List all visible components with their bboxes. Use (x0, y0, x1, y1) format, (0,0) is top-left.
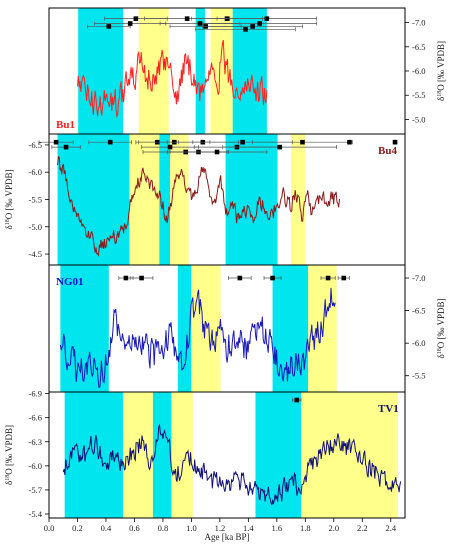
x-tick-label: 0.2 (72, 523, 83, 533)
x-tick-label: 2.2 (357, 523, 368, 533)
band-yellow (308, 265, 337, 392)
date-point (264, 16, 270, 21)
date-point (107, 139, 113, 145)
y-tick-label: -5.7 (29, 485, 42, 495)
date-point (184, 16, 190, 21)
y-axis-title: δ18O [‰ VPDB] (4, 425, 14, 485)
band-yellow (171, 392, 193, 518)
y-tick-label: -5.5 (412, 371, 425, 381)
x-tick-label: 0.6 (129, 523, 140, 533)
date-point (270, 275, 275, 281)
y-tick-label: -6.0 (412, 338, 425, 348)
date-point (277, 144, 282, 150)
x-tick-label: 1.8 (300, 523, 311, 533)
x-tick-label: 0.8 (158, 523, 169, 533)
y-tick-label: -6.5 (412, 42, 425, 52)
band-yellow (210, 8, 233, 134)
y-tick-label: -4.5 (29, 249, 42, 259)
date-point (325, 275, 331, 281)
date-point (139, 275, 144, 281)
band-cyan (159, 134, 171, 265)
core-label: TV1 (378, 403, 399, 415)
core-label: NG01 (56, 276, 84, 288)
date-point (123, 275, 129, 281)
x-tick-label: 1.0 (186, 523, 197, 533)
date-point (167, 144, 173, 150)
date-point (133, 16, 139, 21)
band-yellow (291, 134, 306, 265)
band-cyan (78, 8, 124, 134)
date-point (53, 139, 59, 145)
date-point (294, 397, 300, 403)
band-cyan (152, 392, 172, 518)
isotope-series-line (62, 424, 402, 506)
isotope-series-line (57, 155, 340, 258)
date-point (250, 24, 255, 29)
y-tick-label: -5.5 (29, 195, 42, 205)
panel-tv1: TV1 -5.4 -5.7 -6.0 -6.3 -6.6 -6.9 δ18O [‰ VPDB] (4, 389, 406, 519)
date-point (243, 27, 248, 32)
y-axis-title: δ18O [‰ VPDB] (4, 169, 14, 229)
y-tick-label: -6.0 (29, 461, 42, 471)
x-tick-label: 1.6 (272, 523, 283, 533)
y-tick-label: -6.0 (29, 167, 42, 177)
date-point (392, 139, 398, 145)
x-tick-label: 0.0 (44, 523, 55, 533)
y-tick-label: -6.9 (29, 389, 42, 399)
date-point (257, 21, 263, 26)
date-point (214, 149, 220, 155)
y-tick-label: -6.3 (29, 437, 42, 447)
date-point (341, 275, 347, 281)
panel-frame (48, 391, 406, 519)
x-tick-label: 2.0 (328, 523, 339, 533)
y-tick-label: -5.0 (29, 222, 42, 232)
y-tick-label: -7.0 (412, 18, 425, 28)
date-point (237, 275, 243, 281)
y-tick-label: -6.0 (412, 66, 425, 76)
date-point (300, 139, 305, 145)
y-tick-label: -5.4 (29, 509, 43, 519)
date-point (127, 21, 133, 26)
x-tick-label: 2.4 (385, 523, 396, 533)
x-axis-title: Age [ka BP] (205, 532, 250, 542)
y-tick-label: -6.5 (29, 140, 42, 150)
panel-ng01: NG01 -5.5 -6.0 -6.5 -7.0 δ18O [‰ VPDB] (48, 264, 446, 393)
core-label: Bu4 (378, 145, 397, 157)
isotope-series-line (59, 287, 336, 389)
y-axis-title: δ18O [‰ VPDB] (436, 41, 446, 101)
panel-bu1: Bu1 -5.0 -5.5 -6.0 -6.5 -7.0 δ18O [‰ VPDB] (48, 7, 446, 135)
band-yellow (123, 392, 153, 518)
y-axis-title: δ18O [‰ VPDB] (436, 298, 446, 358)
date-point (63, 144, 69, 150)
x-tick-label: 0.4 (101, 523, 112, 533)
band-yellow (129, 134, 160, 265)
band-cyan (64, 392, 124, 518)
band-yellow (170, 134, 189, 265)
x-tick-label: 1.2 (215, 523, 226, 533)
y-tick-label: -6.5 (412, 306, 425, 316)
x-tick-label: 1.4 (243, 523, 254, 533)
y-tick-label: -7.0 (412, 273, 425, 283)
band-cyan (232, 8, 267, 134)
y-tick-label: -5.0 (412, 114, 425, 124)
band-yellow (191, 265, 221, 392)
band-yellow (301, 392, 398, 518)
band-cyan (57, 134, 130, 265)
date-point (347, 139, 352, 145)
isotope-series-line (77, 39, 268, 118)
date-point (240, 139, 245, 145)
panel-bu4: Bu4 -4.5 -5.0 -5.5 -6.0 -6.5 δ18O [‰ VPDB] (4, 133, 406, 266)
band-cyan (225, 134, 278, 265)
date-point (197, 21, 203, 26)
date-point (106, 24, 112, 29)
band-cyan (195, 8, 205, 134)
y-tick-label: -5.5 (412, 90, 425, 100)
core-label: Bu1 (56, 119, 75, 131)
y-tick-label: -6.6 (29, 413, 42, 423)
